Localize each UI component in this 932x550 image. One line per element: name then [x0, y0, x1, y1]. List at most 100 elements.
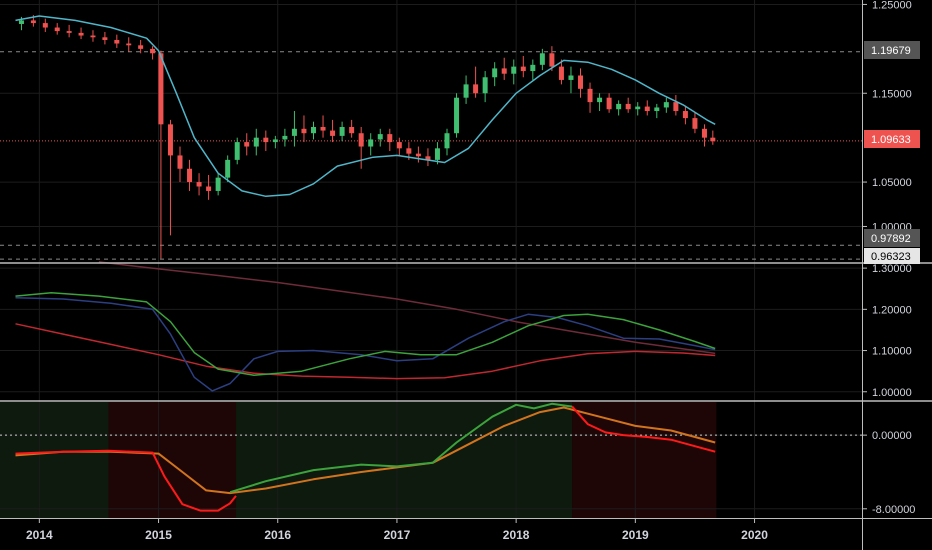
- candle-body: [78, 32, 84, 36]
- x-tick-label: 2015: [145, 528, 172, 542]
- candle-body: [625, 103, 631, 110]
- candle-body: [492, 68, 498, 78]
- candle-body: [530, 64, 536, 72]
- high-badge-bg: [864, 41, 920, 59]
- x-tick-label: 2017: [384, 528, 411, 542]
- candle-body: [18, 20, 24, 24]
- candle-body: [682, 111, 688, 119]
- y-tick-label: 1.00000: [872, 387, 912, 399]
- low2-badge: 0.96323: [871, 251, 911, 263]
- candle-body: [558, 66, 564, 80]
- candle-body: [320, 127, 326, 131]
- osc-line-2: [15, 449, 109, 455]
- osc-line-4: [571, 405, 716, 453]
- candle-body: [358, 133, 364, 147]
- time-axis[interactable]: 2014 2015 2016 2017 2018 2019 2020: [26, 518, 768, 542]
- candle-body: [463, 84, 469, 98]
- ma-line-0: [98, 261, 716, 355]
- y-tick-label: 1.20000: [872, 304, 912, 316]
- candle-body: [177, 155, 183, 169]
- last-price-badge: 1.09633: [871, 134, 911, 146]
- candle-body: [244, 142, 250, 147]
- candle-body: [434, 148, 440, 160]
- candle-body: [425, 156, 431, 160]
- candle-body: [444, 133, 450, 149]
- candle-body: [234, 142, 240, 160]
- candle-body: [663, 102, 669, 108]
- high-badge: 1.19679: [871, 45, 911, 57]
- ma-line-1: [15, 323, 716, 380]
- candle-body: [187, 168, 193, 183]
- candlestick-series: [18, 15, 716, 259]
- y-tick-label: 1.10000: [872, 346, 912, 358]
- candle-body: [387, 134, 393, 143]
- candle-body: [282, 135, 288, 140]
- candle-body: [291, 128, 297, 136]
- candle-body: [482, 77, 488, 94]
- candle-body: [606, 97, 612, 110]
- candle-body: [587, 88, 593, 103]
- x-tick-label: 2018: [503, 528, 530, 542]
- candle-body: [406, 148, 412, 154]
- candle-body: [66, 31, 72, 33]
- candle-body: [701, 128, 707, 138]
- candle-body: [349, 127, 355, 134]
- x-tick-label: 2020: [741, 528, 768, 542]
- candle-body: [473, 84, 479, 94]
- low1-badge: 0.97892: [871, 233, 911, 245]
- candle-body: [272, 139, 278, 143]
- candle-body: [158, 53, 164, 125]
- candle-body: [215, 177, 221, 191]
- candle-body: [501, 68, 507, 74]
- candle-body: [138, 45, 144, 49]
- price-axis[interactable]: 1.25000 1.15000 1.05000 1.00000 1.30000 1.200…: [862, 0, 915, 516]
- osc-line-3: [108, 449, 237, 512]
- candle-body: [549, 53, 555, 67]
- candle-body: [90, 35, 96, 38]
- ma-line-2: [15, 297, 716, 392]
- candle-body: [206, 186, 212, 191]
- candle-body: [225, 159, 231, 178]
- candle-body: [415, 153, 421, 157]
- candle-body: [520, 66, 526, 72]
- y-tick-label: 0.00000: [872, 430, 912, 442]
- candle-body: [167, 124, 173, 156]
- candle-body: [114, 39, 120, 44]
- candle-body: [368, 139, 374, 147]
- low2-badge-bg: [864, 248, 920, 264]
- candle-body: [301, 128, 307, 134]
- candle-body: [263, 137, 269, 143]
- candle-body: [30, 20, 36, 24]
- candle-body: [150, 48, 156, 54]
- candle-body: [310, 127, 316, 134]
- candle-body: [539, 53, 545, 65]
- candle-body: [710, 137, 716, 142]
- price-level-lines: [0, 51, 862, 436]
- osc-line-1: [229, 402, 573, 494]
- osc-zone-red: [572, 402, 717, 518]
- x-tick-label: 2019: [622, 528, 649, 542]
- candle-body: [42, 23, 48, 28]
- candle-body: [692, 118, 698, 129]
- y-tick-label: 1.30000: [872, 263, 912, 275]
- last-price-badge-bg: [864, 130, 920, 148]
- osc-line-0: [15, 406, 716, 495]
- indicator-lines: [15, 15, 716, 512]
- candle-body: [654, 107, 660, 112]
- x-tick-label: 2014: [26, 528, 53, 542]
- candle-body: [396, 142, 402, 149]
- y-tick-label: 1.05000: [872, 177, 912, 189]
- candle-body: [126, 43, 132, 46]
- candle-body: [54, 27, 60, 32]
- candle-body: [597, 97, 603, 103]
- candle-body: [511, 66, 517, 74]
- candle-body: [196, 182, 202, 187]
- ma-line-3: [15, 292, 716, 377]
- candle-body: [377, 134, 383, 140]
- candle-body: [568, 75, 574, 80]
- candle-body: [673, 102, 679, 112]
- price-badges: 1.19679 1.09633 0.97892 0.96323: [864, 41, 920, 264]
- candle-body: [102, 37, 108, 40]
